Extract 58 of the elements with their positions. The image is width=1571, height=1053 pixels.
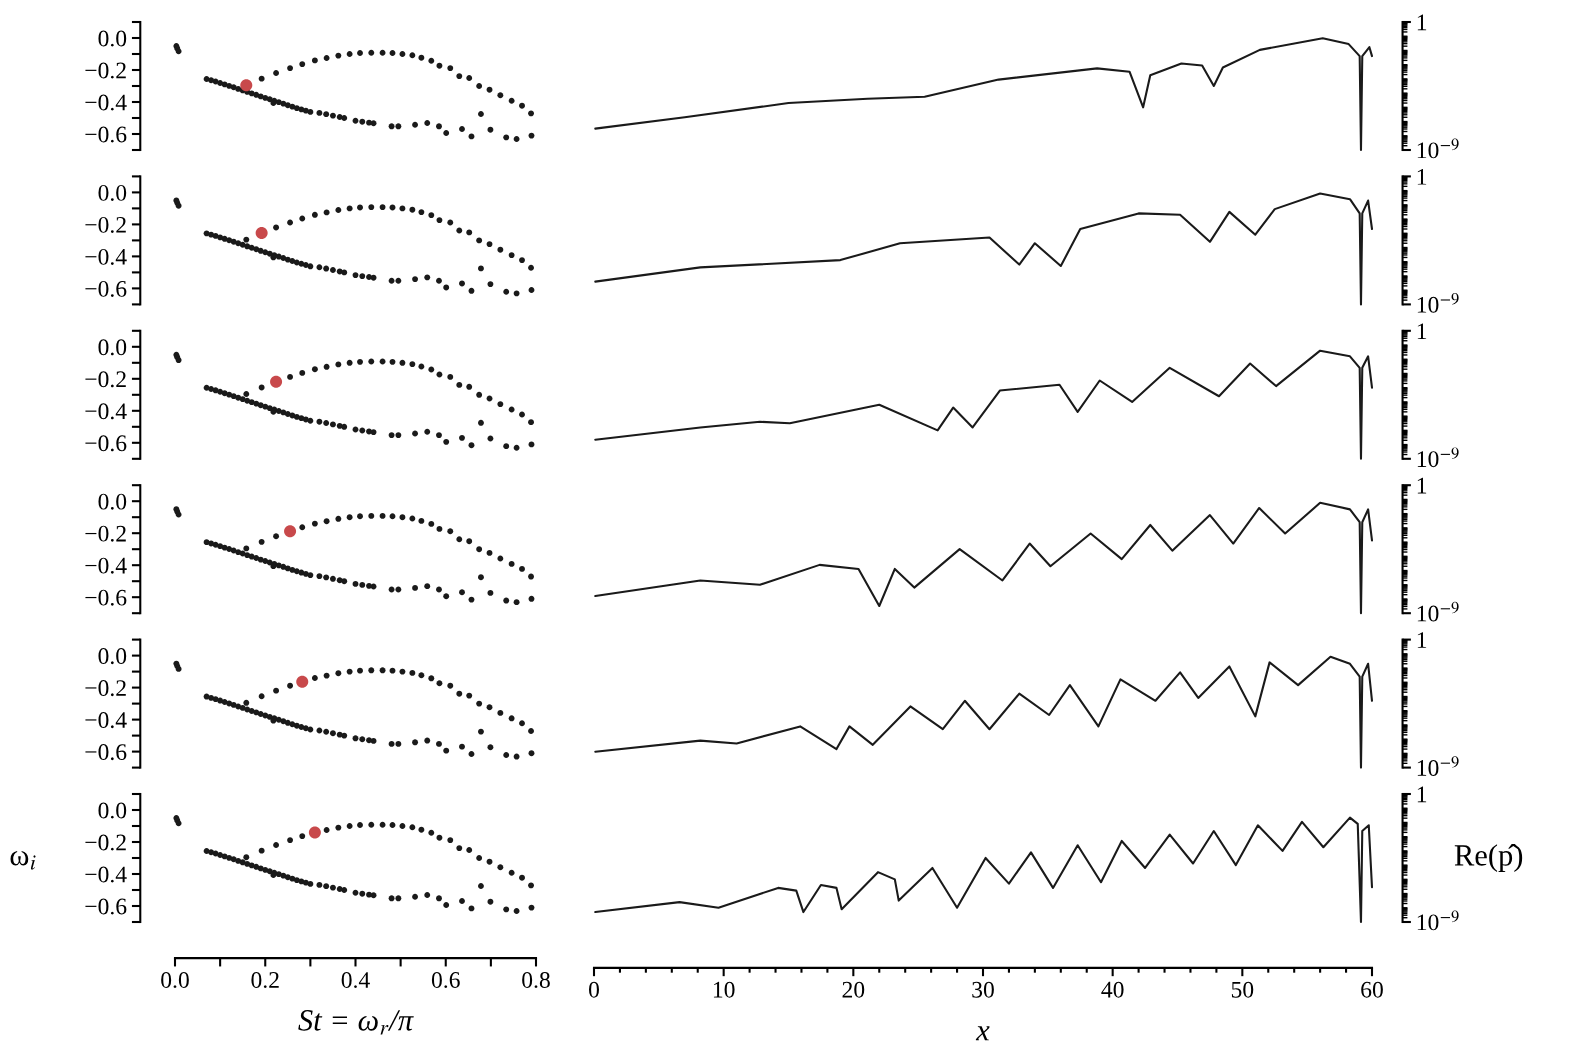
y-tick-label: 1: [1417, 14, 1427, 31]
y-tick-label: 0.0: [98, 648, 127, 665]
y-tick-label: −0.2: [85, 216, 126, 233]
y-tick-label: 10$^{−9}$: [1417, 447, 1459, 468]
y-tick-label: 10$^{−9}$: [1417, 138, 1459, 159]
x-axis-title: St = ω$_{r}$/π: [298, 1010, 414, 1035]
x-tick-label: 0: [589, 981, 599, 998]
y-tick-label: 0.0: [98, 339, 127, 356]
y-tick-label: 0.0: [98, 493, 127, 510]
y-tick-label: 0.0: [98, 30, 127, 47]
y-axis-title: Re(p̂): [1454, 844, 1523, 872]
y-tick-label: −0.6: [85, 435, 127, 452]
x-tick-label: 20: [842, 981, 865, 998]
x-tick-label: 0.6: [431, 971, 460, 989]
x-tick-label: 0.8: [522, 971, 550, 989]
line-series: [594, 655, 1374, 769]
x-tick-label: 10: [713, 981, 735, 998]
y-tick-label: 1: [1417, 169, 1427, 185]
x-tick-label: 0.2: [251, 971, 279, 989]
y-tick-label: −0.4: [85, 94, 127, 111]
y-tick-label: 0.0: [98, 184, 127, 201]
y-tick-label: −0.4: [85, 866, 127, 883]
x-tick-label: 30: [972, 981, 994, 998]
x-tick-label: 40: [1101, 981, 1124, 998]
line-series: [594, 501, 1374, 615]
x-tick-label: 0.0: [161, 971, 189, 989]
y-tick-label: −0.2: [85, 62, 126, 79]
x-tick-label: 50: [1231, 981, 1254, 998]
y-tick-label: −0.2: [85, 371, 126, 388]
line-series: [594, 37, 1374, 152]
line-series: [594, 816, 1374, 924]
x-tick-label: 0.4: [341, 971, 370, 989]
y-tick-label: −0.2: [85, 525, 126, 542]
y-tick-label: −0.4: [85, 557, 127, 574]
y-tick-label: −0.2: [85, 680, 126, 697]
y-tick-label: 10$^{−9}$: [1417, 601, 1459, 622]
y-tick-label: −0.6: [85, 280, 127, 297]
y-tick-label: −0.4: [85, 248, 127, 265]
y-tick-label: −0.4: [85, 712, 127, 729]
y-tick-label: 1: [1417, 323, 1427, 339]
line-series: [594, 349, 1374, 460]
y-tick-label: 1: [1417, 632, 1427, 648]
y-tick-label: −0.6: [85, 898, 127, 915]
y-tick-label: 1: [1417, 477, 1427, 494]
y-tick-label: 10$^{−9}$: [1417, 910, 1459, 931]
y-tick-label: −0.6: [85, 126, 127, 143]
y-tick-label: −0.6: [85, 744, 127, 761]
y-tick-label: 0.0: [98, 802, 127, 819]
x-axis-title: x: [975, 1026, 990, 1041]
y-tick-label: 1: [1417, 786, 1427, 803]
y-tick-label: −0.6: [85, 589, 127, 606]
y-tick-label: −0.4: [85, 403, 127, 420]
x-tick-label: 60: [1361, 981, 1383, 998]
y-tick-label: 10$^{−9}$: [1417, 756, 1459, 776]
y-tick-label: 10$^{−9}$: [1417, 292, 1459, 313]
y-axis-title: ω$_{i}$: [10, 850, 36, 870]
y-tick-label: −0.2: [85, 834, 126, 851]
line-series: [594, 192, 1374, 306]
